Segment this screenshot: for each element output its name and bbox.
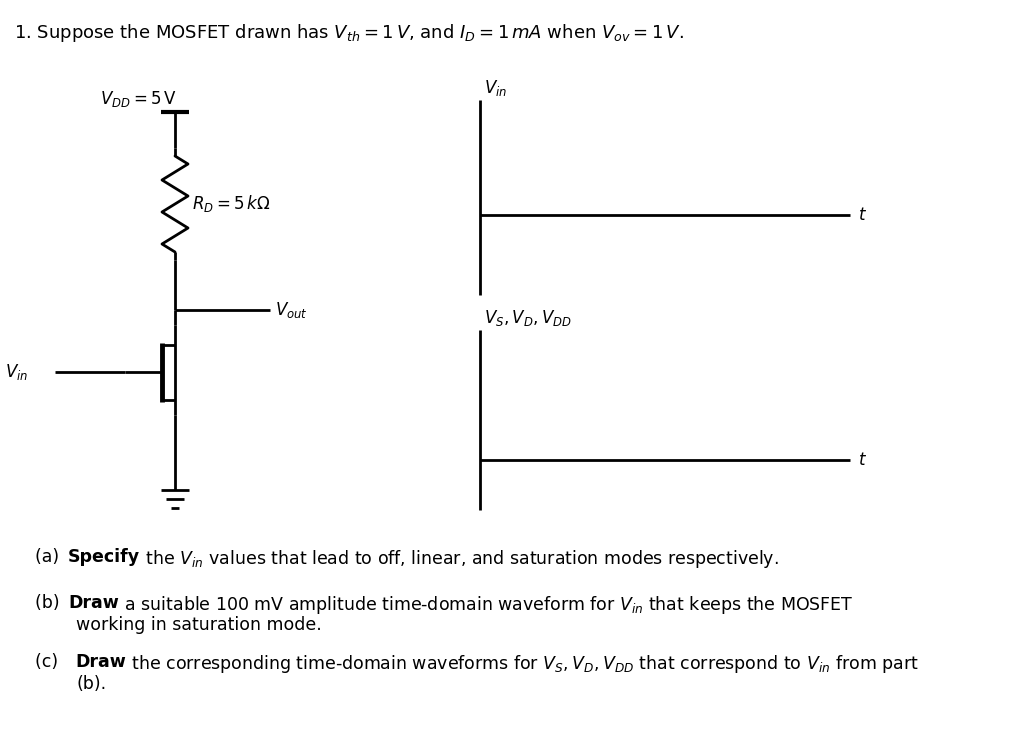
Text: a suitable 100 mV amplitude time-domain waveform for $V_{in}$ that keeps the MOS: a suitable 100 mV amplitude time-domain …: [119, 594, 854, 616]
Text: Draw: Draw: [69, 594, 119, 612]
Text: (b).: (b).: [76, 675, 106, 693]
Text: $t$: $t$: [858, 206, 867, 224]
Text: $t$: $t$: [858, 451, 867, 469]
Text: working in saturation mode.: working in saturation mode.: [76, 616, 322, 634]
Text: $V_{out}$: $V_{out}$: [275, 300, 308, 320]
Text: the $V_{in}$ values that lead to off, linear, and saturation modes respectively.: the $V_{in}$ values that lead to off, li…: [140, 548, 779, 570]
Text: (a): (a): [35, 548, 68, 566]
Text: $V_{DD} = 5\,\mathrm{V}$: $V_{DD} = 5\,\mathrm{V}$: [100, 89, 177, 109]
Text: (b): (b): [35, 594, 69, 612]
Text: $V_{in}$: $V_{in}$: [484, 78, 507, 98]
Text: 1. Suppose the MOSFET drawn has $V_{th} = 1\,V$, and $I_D = 1\,mA$ when $V_{ov} : 1. Suppose the MOSFET drawn has $V_{th} …: [14, 22, 684, 44]
Text: Specify: Specify: [68, 548, 140, 566]
Text: $V_S,V_D,V_{DD}$: $V_S,V_D,V_{DD}$: [484, 308, 571, 328]
Text: $V_{in}$: $V_{in}$: [5, 362, 29, 382]
Text: the corresponding time-domain waveforms for $V_S, V_D, V_{DD}$ that correspond t: the corresponding time-domain waveforms …: [126, 653, 919, 675]
Text: $R_D = 5\,k\Omega$: $R_D = 5\,k\Omega$: [193, 193, 270, 215]
Text: (c): (c): [35, 653, 76, 671]
Text: Draw: Draw: [76, 653, 126, 671]
